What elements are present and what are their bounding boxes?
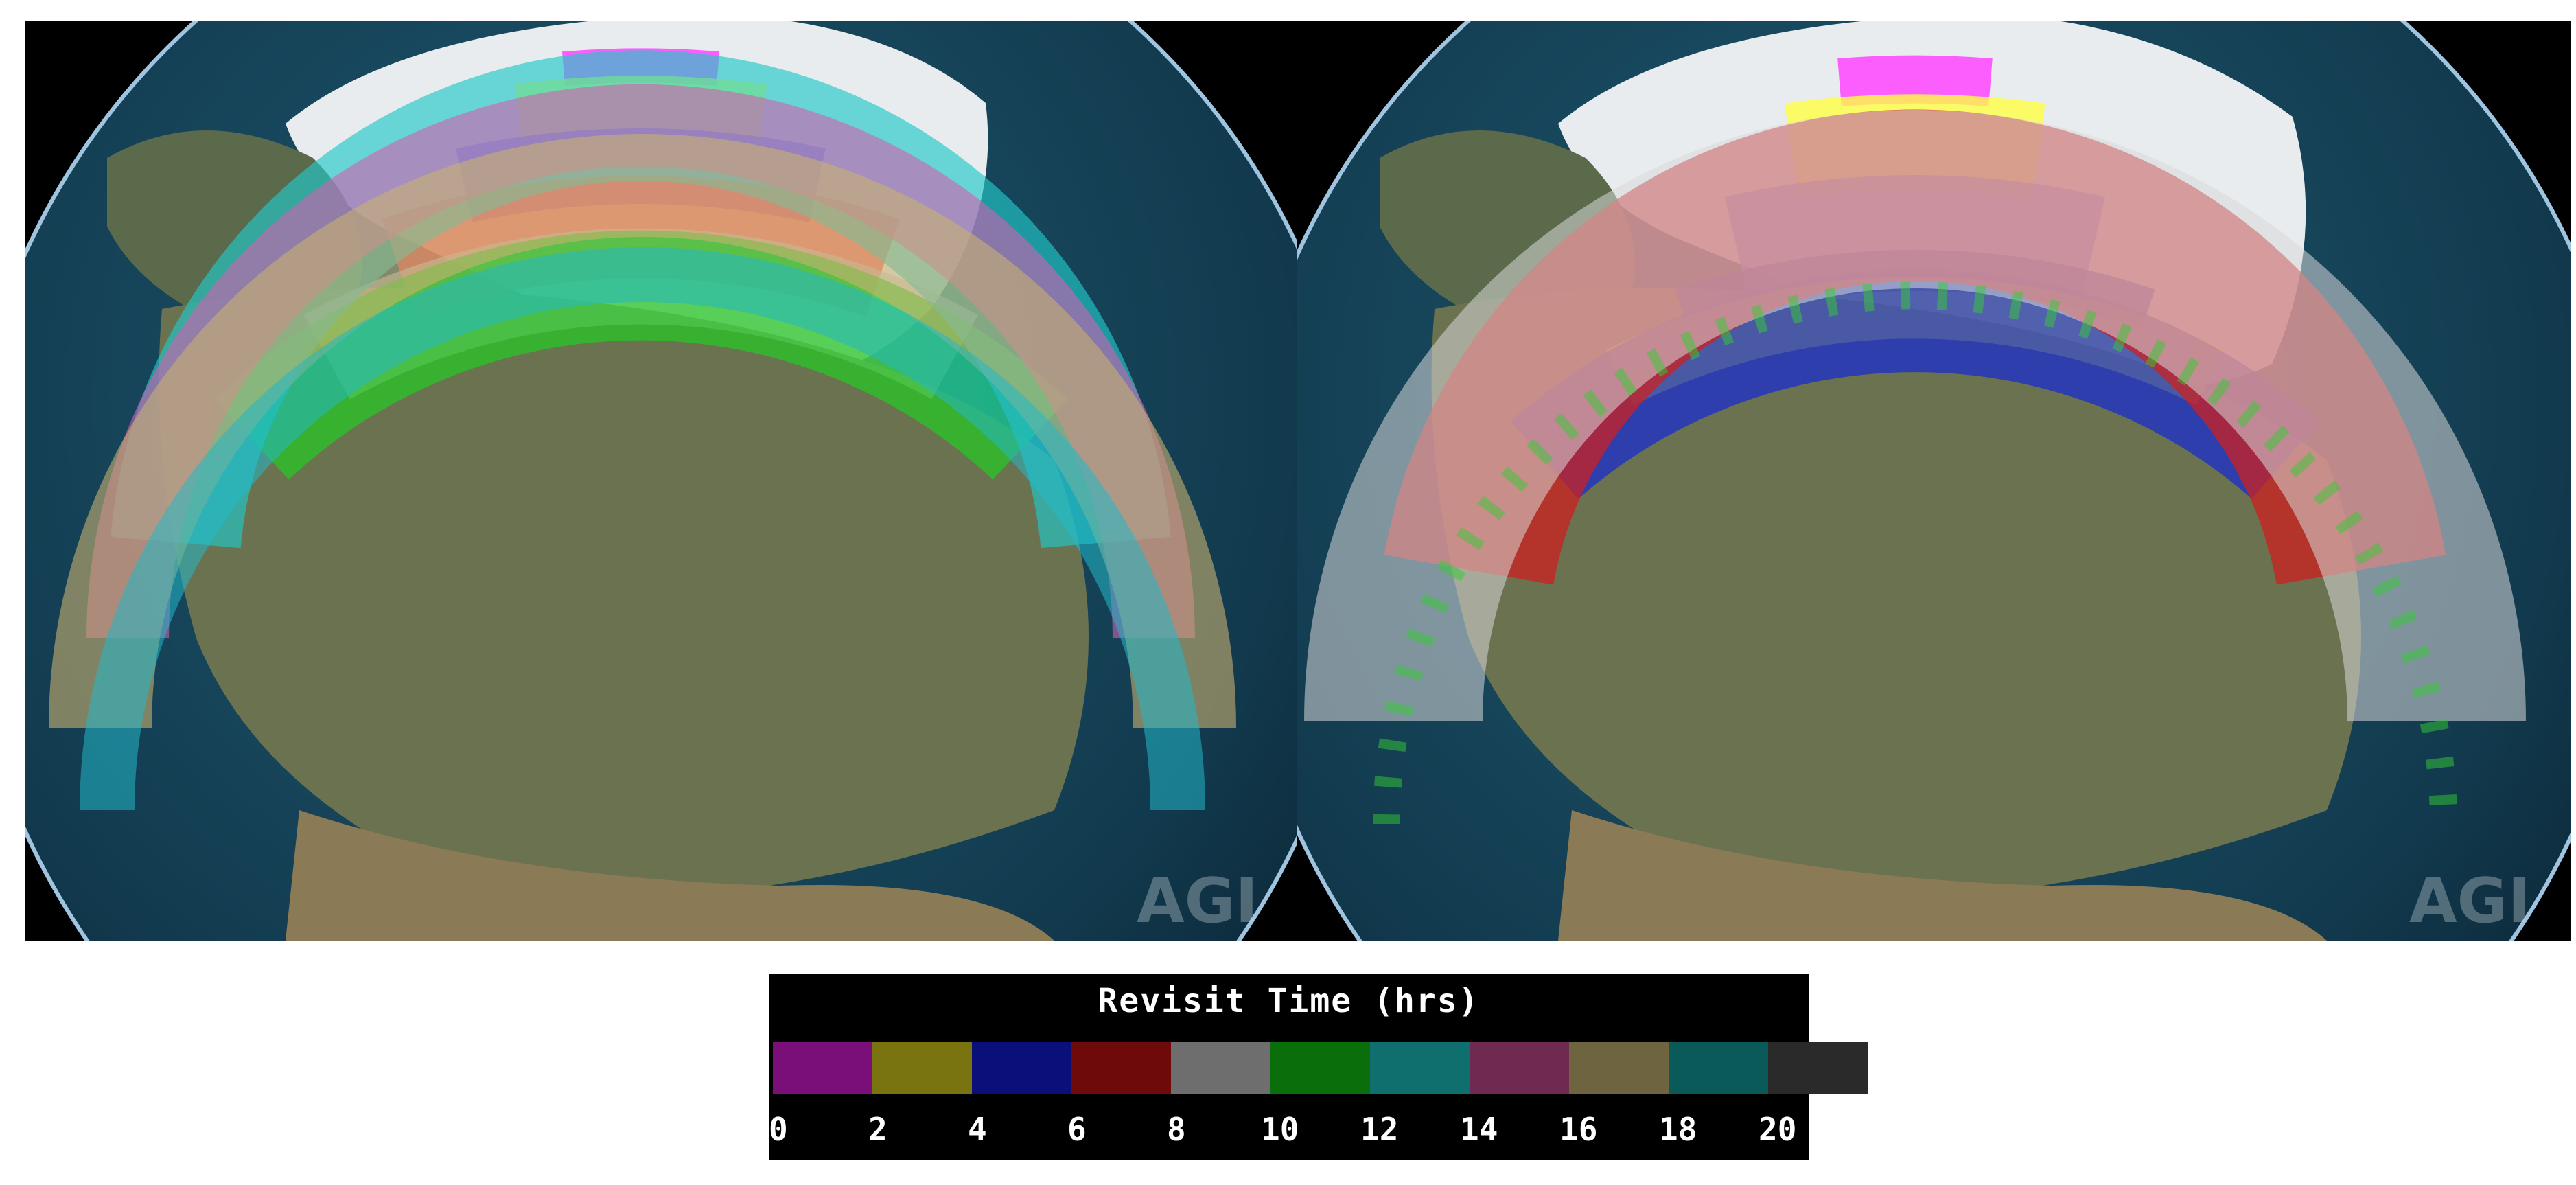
legend-swatch-8 — [1569, 1042, 1669, 1094]
legend-color-bar — [773, 1042, 1868, 1094]
band-8 — [49, 134, 1236, 728]
band-9 — [80, 247, 1205, 811]
legend-swatch-0 — [773, 1042, 872, 1094]
legend-tick-6: 6 — [1067, 1111, 1087, 1148]
usa-landmass — [286, 810, 1054, 941]
legend-swatch-6 — [1370, 1042, 1470, 1094]
map-right-svg — [1297, 21, 2571, 941]
coverage-fan-left — [49, 48, 1236, 811]
legend-tick-18: 18 — [1659, 1111, 1697, 1148]
legend-swatch-1 — [872, 1042, 972, 1094]
legend-tick-labels: 0 2 4 6 8 10 12 14 16 18 20 — [769, 1111, 1809, 1152]
legend-swatch-9 — [1669, 1042, 1768, 1094]
canada-landmass — [1431, 288, 2361, 901]
legend-swatch-7 — [1470, 1042, 1569, 1094]
legend-tick-12: 12 — [1360, 1111, 1399, 1148]
legend-swatch-2 — [972, 1042, 1071, 1094]
legend-title: Revisit Time (hrs) — [1098, 982, 1480, 1020]
legend-tick-14: 14 — [1460, 1111, 1498, 1148]
canada-landmass — [159, 288, 1089, 901]
legend-tick-20: 20 — [1759, 1111, 1797, 1148]
agi-watermark-left: AGI — [1137, 865, 1259, 937]
legend-tick-0: 0 — [769, 1111, 788, 1148]
map-left-svg — [25, 21, 1298, 941]
agi-watermark-right: AGI — [2409, 865, 2531, 937]
band-8 — [1373, 281, 2457, 825]
legend-tick-8: 8 — [1167, 1111, 1186, 1148]
legend-tick-2: 2 — [868, 1111, 887, 1148]
legend-tick-16: 16 — [1559, 1111, 1598, 1148]
legend-tick-4: 4 — [968, 1111, 987, 1148]
band-7 — [1304, 110, 2526, 722]
revisit-time-legend: Revisit Time (hrs) 0 2 4 6 8 10 12 14 16 18 20 — [769, 974, 1868, 1160]
legend-swatch-5 — [1270, 1042, 1370, 1094]
revisit-map-left: AGI — [25, 21, 1298, 941]
revisit-map-right: AGI — [1297, 21, 2571, 941]
usa-landmass — [1558, 810, 2327, 941]
legend-swatch-3 — [1071, 1042, 1171, 1094]
band-0 — [1837, 55, 1993, 106]
legend-tick-10: 10 — [1261, 1111, 1299, 1148]
legend-swatch-10 — [1768, 1042, 1868, 1094]
legend-swatch-4 — [1171, 1042, 1270, 1094]
coverage-fan-right — [1304, 55, 2526, 825]
